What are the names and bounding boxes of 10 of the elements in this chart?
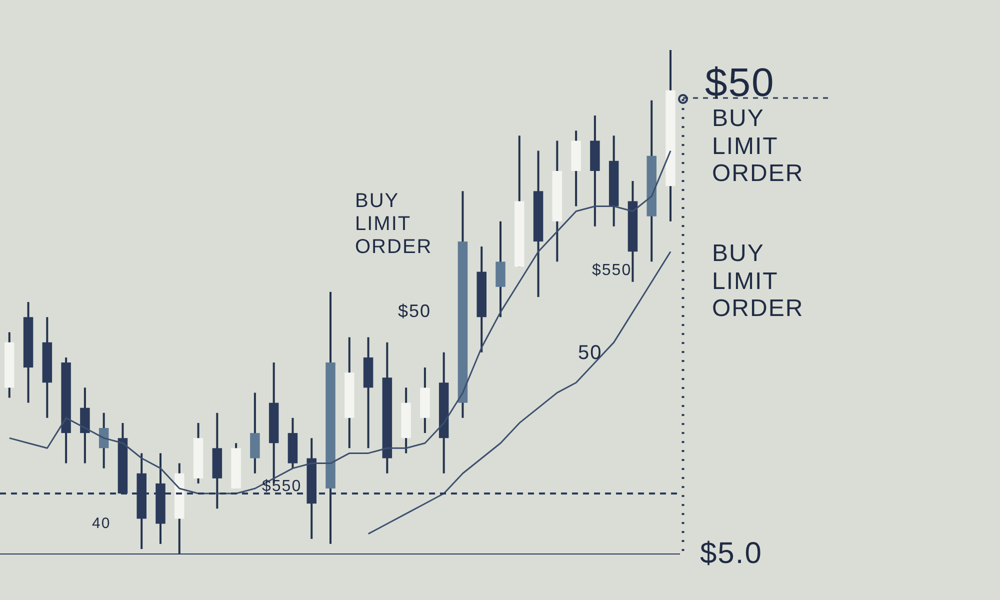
- annotation: $550: [262, 478, 302, 496]
- annotation: $50: [398, 301, 432, 322]
- annotation: 50: [578, 342, 602, 365]
- text: $50: [705, 60, 775, 106]
- annotation: BUY LIMIT ORDER: [355, 190, 432, 259]
- annotation: $550: [592, 262, 632, 280]
- annotation: 40: [92, 515, 111, 532]
- text: BUY LIMIT ORDER: [712, 240, 804, 323]
- text: $5.0: [700, 537, 762, 572]
- text: BUY LIMIT ORDER: [712, 105, 804, 188]
